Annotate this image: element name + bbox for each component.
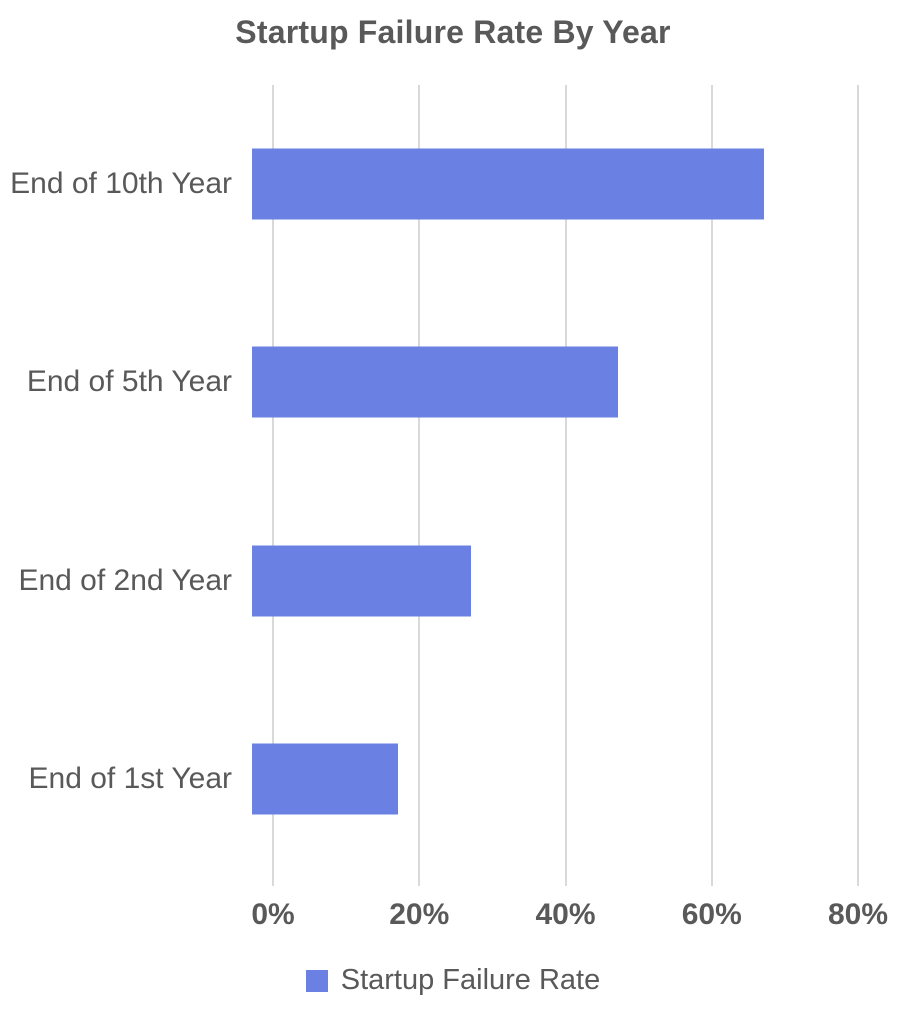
- gridline: [710, 85, 713, 886]
- x-tick-label: 20%: [389, 898, 450, 931]
- category-label: End of 1st Year: [28, 761, 233, 795]
- gridline: [418, 85, 421, 886]
- bar: [252, 346, 618, 418]
- x-tick-label: 0%: [251, 898, 295, 931]
- x-tick-label: 80%: [827, 898, 889, 931]
- bar: [252, 545, 472, 617]
- gridline: [272, 85, 274, 886]
- bar-rows: End of 10th Year End of 5th Year End of 2n…: [0, 85, 857, 878]
- bar-track: [252, 283, 837, 481]
- gridline: [857, 85, 859, 886]
- x-tick-label: 60%: [681, 898, 742, 931]
- bar-track: [252, 85, 837, 283]
- x-axis: 0% 20% 40% 60% 80%: [251, 898, 888, 942]
- gridline: [564, 85, 567, 886]
- bar-row: End of 1st Year: [0, 680, 857, 878]
- bar-track: [252, 482, 837, 680]
- legend-label: Startup Failure Rate: [340, 964, 601, 996]
- bar-row: End of 10th Year: [0, 85, 857, 283]
- category-label: End of 5th Year: [26, 365, 232, 399]
- gridlines-layer: [272, 85, 859, 886]
- category-label: End of 2nd Year: [18, 563, 232, 597]
- bar: [252, 743, 399, 815]
- legend-swatch-icon: [305, 969, 328, 992]
- bar-row: End of 2nd Year: [0, 482, 857, 680]
- bar: [252, 148, 764, 220]
- x-tick-label: 40%: [535, 898, 596, 931]
- chart-title: Startup Failure Rate By Year: [235, 14, 671, 50]
- legend: Startup Failure Rate: [0, 964, 906, 997]
- bar-track: [252, 680, 837, 878]
- bar-row: End of 5th Year: [0, 283, 857, 481]
- category-label: End of 10th Year: [10, 167, 232, 201]
